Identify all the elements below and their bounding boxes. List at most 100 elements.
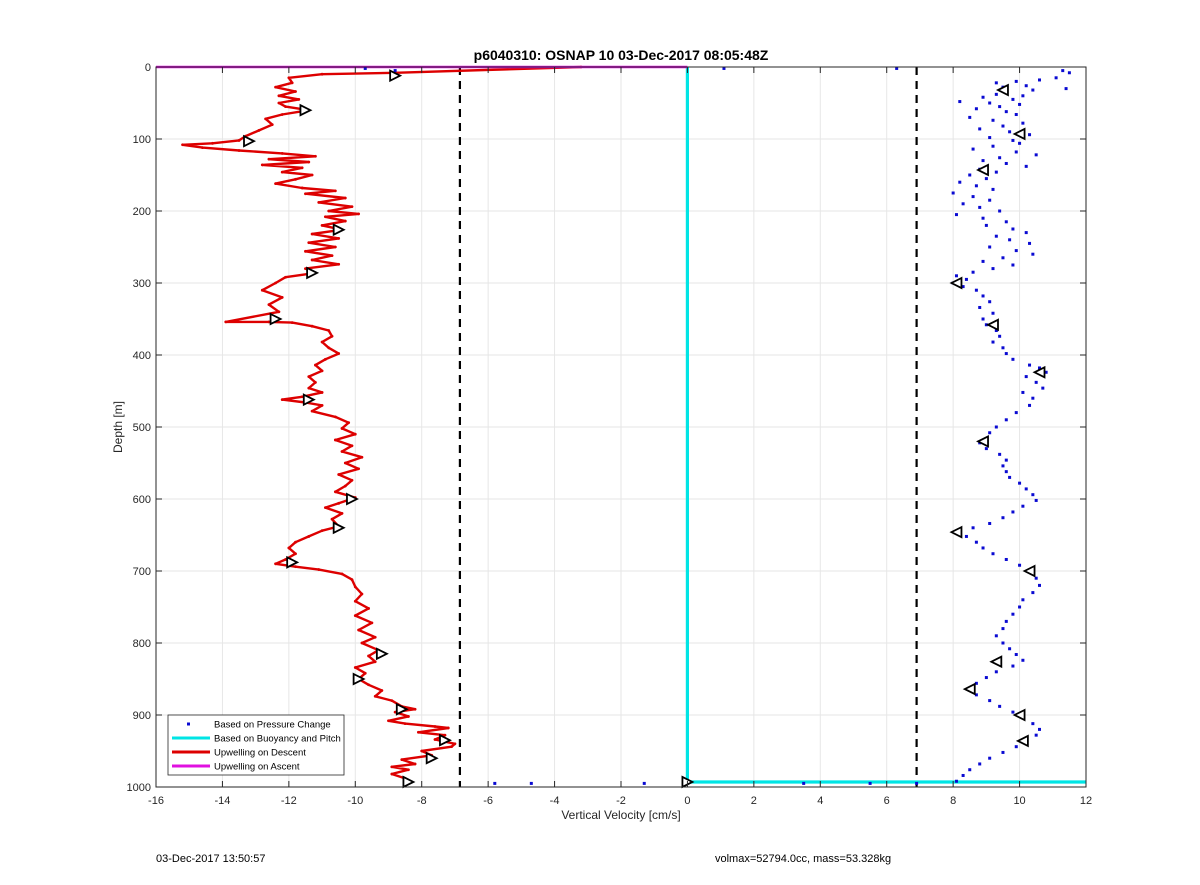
triangle-marker [1015, 734, 1029, 748]
pressure-change-point [994, 670, 998, 674]
pressure-change-point [991, 118, 995, 122]
x-tick-label: -4 [550, 795, 560, 807]
x-tick-label: 12 [1080, 795, 1092, 807]
descent-point [307, 241, 311, 245]
pressure-change-point [1011, 138, 1015, 142]
descent-point [211, 141, 214, 145]
descent-point [294, 552, 297, 556]
descent-point [360, 455, 364, 459]
descent-point [224, 320, 228, 324]
pressure-change-point [951, 191, 955, 195]
pressure-change-point [964, 534, 968, 538]
pressure-change-point [1018, 605, 1022, 609]
pressure-change-point [1014, 79, 1018, 83]
descent-point [413, 707, 417, 711]
descent-point [350, 205, 354, 209]
y-tick-label: 100 [133, 134, 151, 146]
pressure-change-point [1001, 641, 1005, 645]
pressure-change-point [954, 274, 958, 278]
legend-label: Upwelling on Descent [214, 748, 306, 759]
pressure-change-point [1011, 612, 1015, 616]
pressure-change-point [974, 693, 978, 697]
x-tick-label: -12 [281, 795, 297, 807]
triangle-marker [299, 103, 313, 117]
descent-point [340, 572, 344, 576]
descent-point [297, 98, 301, 101]
pressure-change-point [971, 195, 975, 199]
pressure-change-point [1031, 88, 1035, 92]
pressure-change-point [1021, 94, 1025, 98]
legend-label: Based on Pressure Change [214, 720, 331, 731]
descent-point [274, 281, 277, 285]
pressure-change-point [1021, 658, 1025, 662]
descent-point [337, 262, 341, 266]
pressure-change-point [1004, 161, 1008, 165]
pressure-change-point [1011, 664, 1015, 668]
triangle-marker [1032, 365, 1046, 379]
pressure-change-point [1028, 403, 1032, 407]
pressure-change-point [1004, 352, 1008, 356]
pressure-change-point [642, 781, 646, 785]
descent-point [307, 535, 311, 538]
descent-point [420, 749, 424, 753]
pressure-change-point [1024, 164, 1028, 168]
x-axis-label: Vertical Velocity [cm/s] [561, 808, 680, 822]
pressure-change-point [1011, 227, 1015, 231]
y-tick-label: 800 [133, 638, 151, 650]
triangle-marker [985, 318, 999, 332]
x-tick-label: -10 [347, 795, 363, 807]
descent-point [350, 578, 354, 582]
descent-point [274, 182, 277, 186]
triangle-marker [269, 312, 283, 326]
pressure-change-point [1004, 110, 1008, 114]
pressure-change-point [981, 294, 985, 298]
descent-point [323, 215, 327, 219]
legend-label: Upwelling on Ascent [214, 762, 300, 773]
pressure-change-point [998, 105, 1002, 109]
pressure-change-point [1061, 69, 1065, 73]
pressure-change-point [954, 213, 958, 217]
descent-point [433, 738, 437, 741]
descent-point [300, 186, 304, 190]
descent-point [357, 212, 361, 216]
pressure-change-point [988, 101, 992, 105]
pressure-change-point [991, 187, 995, 191]
descent-point [304, 192, 307, 196]
legend-swatch-points [187, 722, 190, 726]
pressure-change-point [958, 100, 962, 104]
pressure-change-point [971, 270, 975, 274]
descent-point [333, 189, 337, 193]
y-tick-label: 0 [145, 62, 151, 74]
descent-point [373, 660, 377, 664]
pressure-change-point [991, 267, 995, 271]
y-tick-label: 500 [133, 422, 151, 434]
pressure-change-point [1014, 150, 1018, 154]
pressure-change-point [1024, 84, 1028, 88]
descent-point [237, 139, 241, 142]
descent-point [343, 461, 347, 465]
pressure-change-point [988, 300, 992, 304]
descent-point [333, 438, 337, 442]
descent-point [317, 200, 321, 204]
x-tick-label: 10 [1013, 795, 1025, 807]
x-tick-label: 2 [751, 795, 757, 807]
descent-point [287, 546, 291, 550]
pressure-change-point [1001, 516, 1005, 520]
descent-point [314, 154, 317, 158]
descent-point [280, 398, 284, 402]
pressure-change-point [984, 447, 988, 451]
descent-point [314, 380, 317, 384]
descent-point [267, 303, 271, 306]
pressure-change-point [994, 92, 998, 96]
pressure-change-point [984, 177, 988, 181]
descent-point [290, 81, 294, 85]
descent-point [333, 245, 337, 249]
pressure-change-point [1011, 710, 1015, 714]
pressure-change-point [981, 546, 985, 550]
descent-point [393, 710, 397, 714]
descent-point [270, 123, 274, 126]
descent-point [320, 404, 324, 407]
descent-point [284, 275, 287, 279]
descent-point [260, 288, 264, 292]
pressure-change-point [974, 681, 978, 685]
